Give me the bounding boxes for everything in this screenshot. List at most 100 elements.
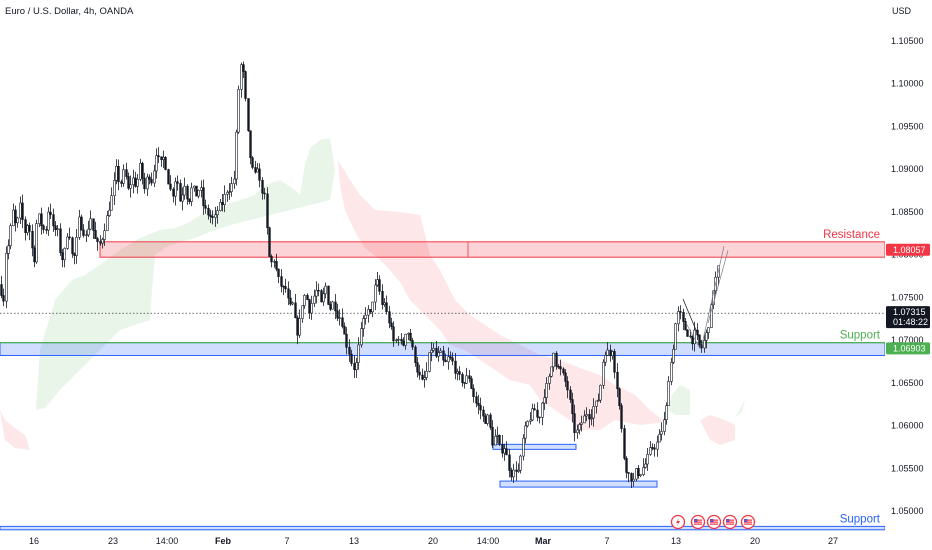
y-tick-label: 1.10500 xyxy=(891,36,924,46)
x-tick-label: 13 xyxy=(349,536,359,546)
candle-body xyxy=(674,323,677,350)
candle-body xyxy=(411,340,414,348)
candle-body xyxy=(306,295,309,300)
candles-layer xyxy=(0,61,720,488)
x-tick-label: 16 xyxy=(29,536,39,546)
candle-body xyxy=(336,310,339,319)
candle-body xyxy=(96,238,99,242)
candle-body xyxy=(583,415,586,424)
candle-body xyxy=(470,378,473,389)
candle-body xyxy=(49,211,52,215)
candle-body xyxy=(651,447,654,449)
candle-body xyxy=(247,98,250,131)
candle-body xyxy=(642,467,645,475)
candle-body xyxy=(188,198,191,202)
us-flag-icon xyxy=(722,514,738,530)
candle-body xyxy=(562,368,565,374)
candle-body xyxy=(209,214,212,217)
candle-body xyxy=(327,285,330,305)
candle-body xyxy=(129,184,132,189)
candle-body xyxy=(61,252,64,261)
price-scale-background xyxy=(885,0,932,550)
candle-body xyxy=(287,288,290,299)
candle-body xyxy=(501,443,504,454)
candle-body xyxy=(355,362,358,371)
candle-body xyxy=(353,363,356,371)
candle-body xyxy=(59,228,62,253)
candle-body xyxy=(705,332,708,341)
candle-body xyxy=(548,375,551,384)
candle-body xyxy=(12,209,15,227)
candle-body xyxy=(249,130,252,159)
candle-body xyxy=(620,405,623,429)
candle-body xyxy=(289,297,292,305)
candle-body xyxy=(134,177,137,187)
candle-body xyxy=(334,301,337,312)
candle-body xyxy=(592,406,595,419)
x-tick-label: 13 xyxy=(671,536,681,546)
candle-body xyxy=(183,185,186,196)
overlay-layer xyxy=(670,246,756,530)
candle-body xyxy=(385,302,388,312)
candle-body xyxy=(371,301,374,313)
candle-body xyxy=(700,344,703,349)
candle-body xyxy=(585,414,588,417)
candle-body xyxy=(31,230,34,249)
candle-body xyxy=(108,209,111,216)
candle-body xyxy=(486,414,489,424)
candle-body xyxy=(461,374,464,383)
candle-body xyxy=(637,468,640,477)
candle-body xyxy=(378,279,381,292)
candle-body xyxy=(308,299,311,314)
x-tick-label: 14:00 xyxy=(477,536,500,546)
candle-body xyxy=(277,268,280,277)
candle-body xyxy=(475,396,478,404)
candle-body xyxy=(240,64,243,90)
candle-body xyxy=(211,216,214,218)
candle-body xyxy=(164,157,167,170)
candle-body xyxy=(381,291,384,305)
candle-body xyxy=(186,185,189,200)
chart-title: Euro / U.S. Dollar, 4h, OANDA xyxy=(5,6,134,17)
candle-body xyxy=(599,384,602,401)
price-badge-bg xyxy=(886,243,930,256)
candle-body xyxy=(350,353,353,364)
candle-body xyxy=(0,284,3,296)
y-tick-label: 1.06000 xyxy=(891,421,924,431)
candle-body xyxy=(423,377,426,380)
candle-body xyxy=(338,317,341,319)
candle-body xyxy=(545,383,548,398)
candle-body xyxy=(202,187,205,207)
candle-body xyxy=(33,247,36,263)
candle-body xyxy=(573,413,576,433)
candle-body xyxy=(160,156,163,160)
candle-body xyxy=(28,225,31,232)
candle-body xyxy=(251,157,254,168)
candle-body xyxy=(85,234,88,236)
y-tick-label: 1.10000 xyxy=(891,79,924,89)
candle-body xyxy=(623,428,626,459)
candle-body xyxy=(66,236,69,249)
candle-body xyxy=(557,366,560,368)
candle-body xyxy=(656,441,659,450)
candle-body xyxy=(362,318,365,329)
candle-body xyxy=(491,426,494,446)
candle-body xyxy=(484,415,487,424)
candle-body xyxy=(303,295,306,306)
candle-body xyxy=(200,187,203,191)
candle-body xyxy=(543,397,546,404)
candle-body xyxy=(707,327,710,333)
us-flag-icon xyxy=(706,514,722,530)
candle-body xyxy=(268,227,271,257)
candle-body xyxy=(176,181,179,184)
candle-body xyxy=(103,230,106,240)
candle-body xyxy=(639,474,642,477)
candle-body xyxy=(489,414,492,428)
candle-body xyxy=(430,349,433,354)
candle-body xyxy=(230,183,233,192)
candle-body xyxy=(538,416,541,419)
candle-body xyxy=(106,215,109,232)
zone-resistance-box xyxy=(99,241,886,258)
candle-body xyxy=(660,431,663,435)
